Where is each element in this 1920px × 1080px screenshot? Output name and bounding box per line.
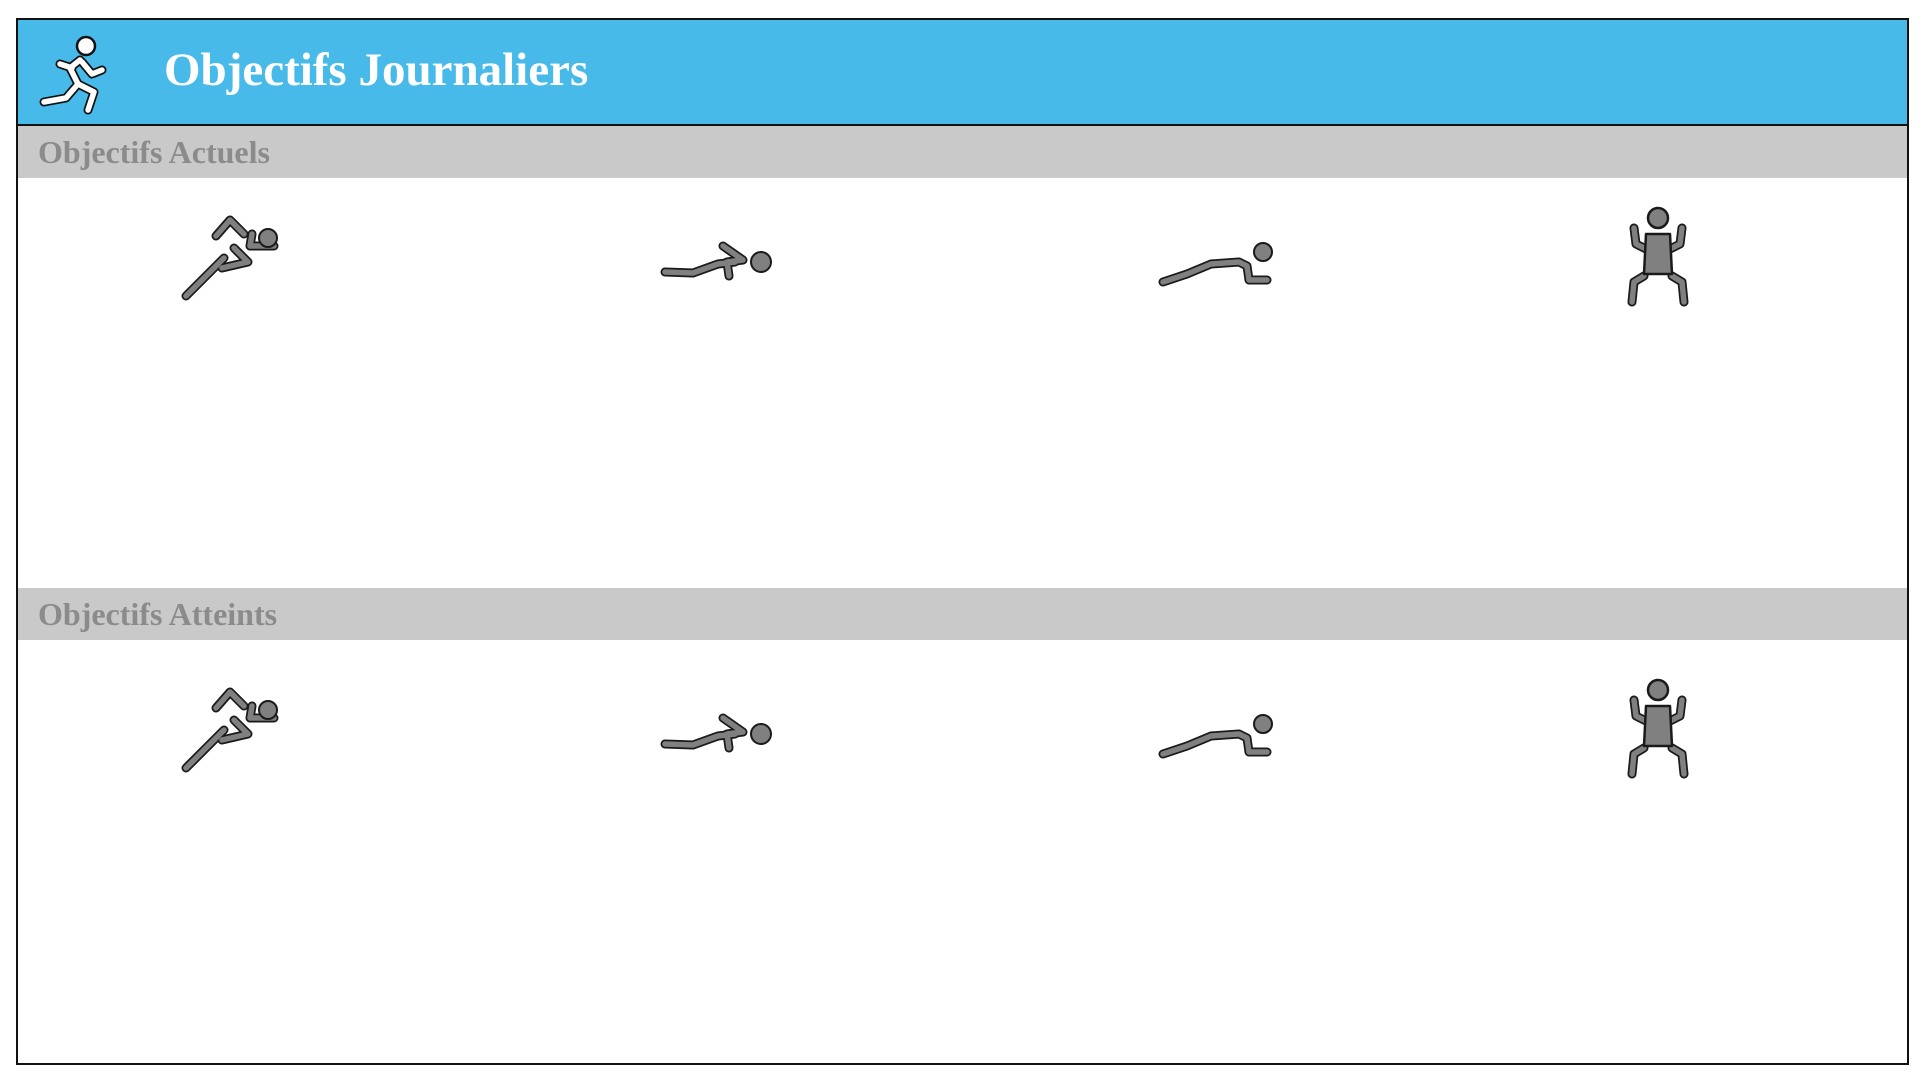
section-title: Objectifs Actuels: [38, 134, 270, 170]
section-title: Objectifs Atteints: [38, 596, 278, 632]
plank-icon[interactable]: [643, 670, 783, 780]
squat-icon[interactable]: [1588, 670, 1728, 780]
push-up-icon[interactable]: [1143, 670, 1283, 780]
squat-icon[interactable]: [1588, 198, 1728, 308]
push-up-icon[interactable]: [1143, 198, 1283, 308]
plank-icon[interactable]: [643, 198, 783, 308]
achieved-goals-icons: [18, 670, 1907, 780]
current-goals-icons: [18, 198, 1907, 308]
page-title: Objectifs Journaliers: [164, 44, 589, 96]
main-panel: Objectifs Journaliers Objectifs Actuels …: [16, 18, 1909, 1065]
running-man-icon: [30, 28, 118, 116]
sprinter-icon[interactable]: [158, 670, 298, 780]
header-bar: Objectifs Journaliers: [18, 20, 1907, 126]
section-header-current-goals: Objectifs Actuels: [18, 126, 1907, 178]
section-header-achieved-goals: Objectifs Atteints: [18, 588, 1907, 640]
sprinter-icon[interactable]: [158, 198, 298, 308]
